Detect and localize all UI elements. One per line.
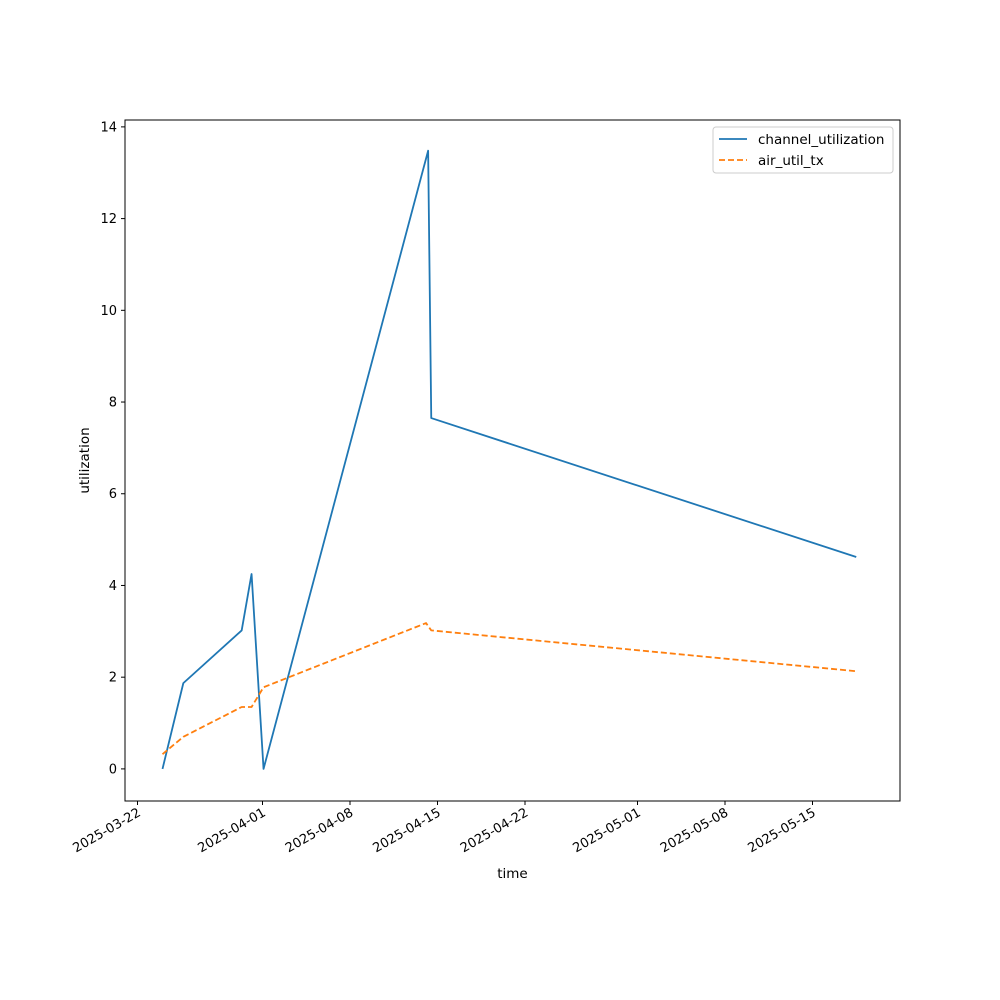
y-tick-label: 8	[109, 396, 117, 411]
y-tick-label: 14	[100, 120, 117, 135]
legend: channel_utilization air_util_tx	[712, 126, 894, 174]
y-tick-label: 12	[100, 212, 117, 227]
legend-label-channel_utilization: channel_utilization	[758, 132, 885, 148]
y-tick-label: 10	[100, 304, 117, 319]
series-line-channel_utilization	[161, 149, 857, 770]
legend-label-air_util_tx: air_util_tx	[758, 153, 824, 169]
series-layer	[161, 149, 857, 770]
x-axis-label: time	[497, 866, 528, 882]
y-axis-label: utilization	[77, 427, 93, 493]
y-tick-label: 6	[109, 487, 117, 502]
series-line-air_util_tx	[161, 622, 857, 755]
y-tick-label: 4	[109, 579, 117, 594]
y-axis: 0 2 4 6 8 10 12 14	[100, 120, 125, 777]
y-tick-label: 0	[109, 762, 117, 777]
legend-box	[712, 126, 894, 174]
plot-frame	[124, 119, 901, 802]
y-tick-label: 2	[109, 671, 117, 686]
